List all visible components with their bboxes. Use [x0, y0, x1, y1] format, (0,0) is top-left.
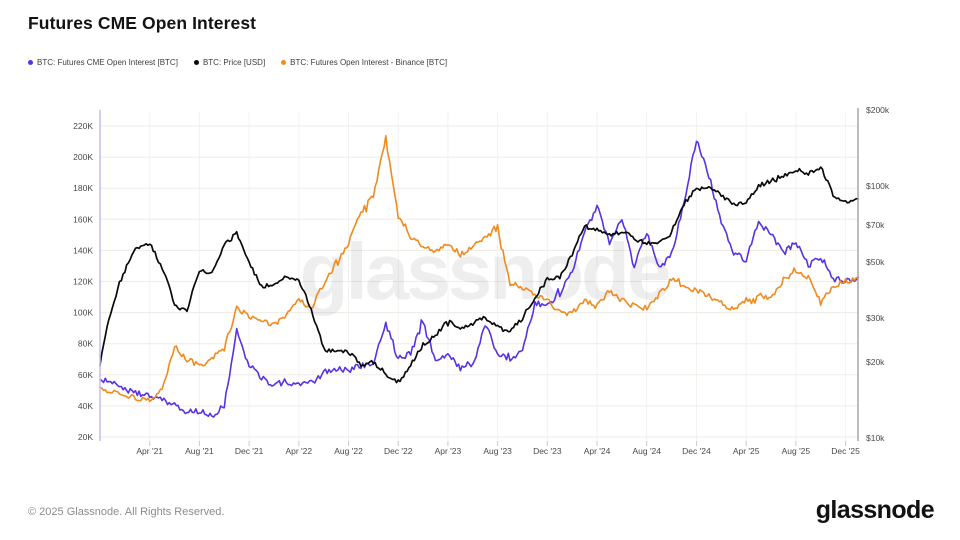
- legend-dot-icon: [28, 60, 33, 65]
- svg-text:60K: 60K: [78, 370, 93, 380]
- svg-text:$70k: $70k: [866, 220, 885, 230]
- legend-dot-icon: [193, 60, 199, 65]
- svg-text:Aug '21: Aug '21: [185, 446, 214, 456]
- svg-text:Aug '23: Aug '23: [483, 446, 512, 456]
- svg-text:Dec '22: Dec '22: [384, 446, 413, 456]
- svg-text:180K: 180K: [73, 183, 93, 193]
- axes: Apr '21 Aug '21 Dec '21 Apr '22 Aug '22 Dec '…: [73, 105, 890, 456]
- svg-text:Dec '23: Dec '23: [533, 446, 562, 456]
- svg-text:20K: 20K: [78, 432, 93, 442]
- svg-text:$100k: $100k: [866, 181, 890, 191]
- legend-dot-icon: [281, 60, 287, 65]
- legend-item-1[interactable]: BTC: Price [USD]: [193, 58, 266, 67]
- svg-text:Dec '24: Dec '24: [682, 446, 711, 456]
- svg-text:Aug '24: Aug '24: [632, 446, 661, 456]
- legend-item-label: BTC: Futures Open Interest - Binance [BT…: [290, 58, 448, 67]
- svg-text:Apr '23: Apr '23: [435, 446, 462, 456]
- copyright-text: © 2025 Glassnode. All Rights Reserved.: [28, 506, 225, 518]
- svg-text:$50k: $50k: [866, 257, 885, 267]
- svg-text:Apr '25: Apr '25: [733, 446, 760, 456]
- svg-text:Apr '24: Apr '24: [584, 446, 611, 456]
- svg-text:$30k: $30k: [866, 313, 885, 323]
- legend-item-2[interactable]: BTC: Futures Open Interest - Binance [BT…: [281, 58, 447, 67]
- legend-item-label: BTC: Futures CME Open Interest [BTC]: [37, 58, 178, 67]
- glassnode-watermark: glassnode: [300, 227, 669, 316]
- legend: BTC: Futures CME Open Interest [BTC] BTC:…: [28, 58, 447, 67]
- svg-text:Dec '25: Dec '25: [831, 446, 860, 456]
- svg-text:$200k: $200k: [866, 105, 890, 115]
- legend-item-label: BTC: Price [USD]: [202, 58, 266, 67]
- svg-text:$20k: $20k: [866, 357, 885, 367]
- page-title: Futures CME Open Interest: [28, 13, 257, 33]
- series-lines: [99, 135, 859, 418]
- svg-text:140K: 140K: [73, 245, 93, 255]
- svg-text:Apr '22: Apr '22: [285, 446, 312, 456]
- svg-text:$10k: $10k: [866, 433, 885, 443]
- svg-text:Dec '21: Dec '21: [235, 446, 264, 456]
- svg-text:Aug '22: Aug '22: [334, 446, 363, 456]
- svg-text:80K: 80K: [78, 339, 93, 349]
- svg-text:100K: 100K: [73, 308, 93, 318]
- svg-text:200K: 200K: [73, 152, 93, 162]
- svg-text:Aug '25: Aug '25: [782, 446, 811, 456]
- svg-text:40K: 40K: [78, 401, 93, 411]
- svg-text:120K: 120K: [73, 277, 93, 287]
- svg-text:220K: 220K: [73, 121, 93, 131]
- svg-text:Apr '21: Apr '21: [136, 446, 163, 456]
- svg-text:160K: 160K: [73, 214, 93, 224]
- glassnode-logo[interactable]: glassnode: [815, 496, 935, 524]
- legend-item-0[interactable]: BTC: Futures CME Open Interest [BTC]: [28, 58, 178, 67]
